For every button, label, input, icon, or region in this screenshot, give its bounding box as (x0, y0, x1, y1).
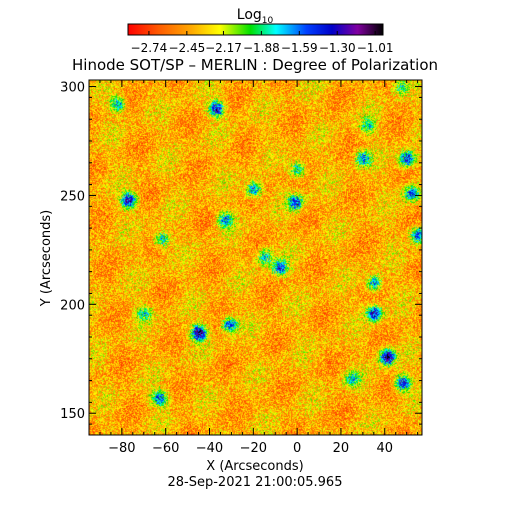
x-tick-label: −20 (240, 441, 267, 456)
plot-frame (88, 79, 423, 436)
x-tick-label: −60 (152, 441, 179, 456)
colorbar-tick-label: −1.88 (243, 41, 280, 55)
colorbar-gradient (127, 23, 384, 36)
colorbar-tick-label: −2.45 (168, 41, 205, 55)
observation-timestamp: 28-Sep-2021 21:00:05.965 (168, 475, 343, 490)
x-tick-label: −40 (196, 441, 223, 456)
colorbar-tick-label: −2.74 (131, 41, 168, 55)
colorbar-tick-label: −2.17 (205, 41, 242, 55)
x-tick-label: −80 (108, 441, 135, 456)
colorbar-ticks: −2.74 −2.45 −2.17 −1.88 −1.59 −1.30 −1.01 (131, 31, 394, 55)
colorbar-tick-label: −1.01 (357, 41, 394, 55)
y-axis-label: Y (Arcseconds) (39, 210, 54, 307)
colorbar-tick-label: −1.59 (281, 41, 318, 55)
colorbar-tick-label: −1.30 (319, 41, 356, 55)
colorbar-title: Log10 (237, 7, 274, 26)
x-tick-label: 40 (376, 441, 393, 456)
y-axis: 150 200 250 300 (60, 81, 422, 425)
plot-area: −80 −60 −40 −20 0 20 40 150 200 250 300 (60, 79, 423, 456)
y-tick-label: 300 (60, 81, 85, 96)
heatmap-image (89, 80, 422, 435)
x-axis: −80 −60 −40 −20 0 20 40 (99, 80, 419, 456)
colorbar-title-subscript: 10 (262, 16, 274, 26)
colorbar: Log10 −2.74 −2.45 −2.17 −1.88 −1.59 −1.30 −1.0… (127, 7, 394, 55)
x-tick-label: 20 (333, 441, 350, 456)
y-tick-label: 250 (60, 189, 85, 204)
y-tick-label: 200 (60, 298, 85, 313)
chart-title: Hinode SOT/SP – MERLIN : Degree of Polar… (72, 56, 438, 74)
x-axis-label: X (Arcseconds) (206, 459, 303, 474)
y-tick-label: 150 (60, 407, 85, 422)
x-tick-label: 0 (293, 441, 301, 456)
